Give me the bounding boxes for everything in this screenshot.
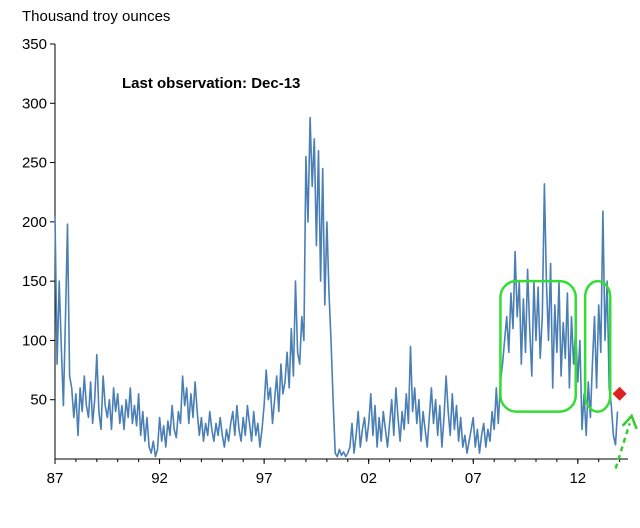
last-observation-note: Last observation: Dec-13 bbox=[122, 75, 300, 92]
x-tick-label: 07 bbox=[465, 470, 482, 487]
x-tick-label: 92 bbox=[151, 470, 168, 487]
series-line bbox=[54, 116, 619, 458]
series-layer bbox=[54, 116, 619, 458]
y-tick-label: 250 bbox=[22, 155, 47, 172]
x-tick-label: 02 bbox=[360, 470, 377, 487]
y-tick-label: 150 bbox=[22, 273, 47, 290]
highlight-box bbox=[499, 279, 577, 413]
highlight-layer bbox=[499, 279, 612, 413]
x-tick-label: 87 bbox=[47, 470, 64, 487]
last-observation-marker bbox=[612, 386, 627, 401]
highlight-box bbox=[583, 279, 612, 413]
y-tick-label: 100 bbox=[22, 332, 47, 349]
trend-arrow-shaft bbox=[614, 423, 631, 469]
x-tick-label: 12 bbox=[569, 470, 586, 487]
y-tick-label: 300 bbox=[22, 95, 47, 112]
trend-arrow-head bbox=[621, 413, 638, 430]
x-tick-label: 97 bbox=[256, 470, 273, 487]
y-axis-label: Thousand troy ounces bbox=[22, 8, 170, 25]
marker-layer bbox=[612, 386, 638, 469]
axes: 50 100 150 200 250 300 350 87 92 97 02 07 12 bbox=[22, 36, 628, 487]
y-tick-label: 200 bbox=[22, 214, 47, 231]
y-tick-label: 50 bbox=[30, 392, 47, 409]
y-tick-label: 350 bbox=[22, 36, 47, 53]
